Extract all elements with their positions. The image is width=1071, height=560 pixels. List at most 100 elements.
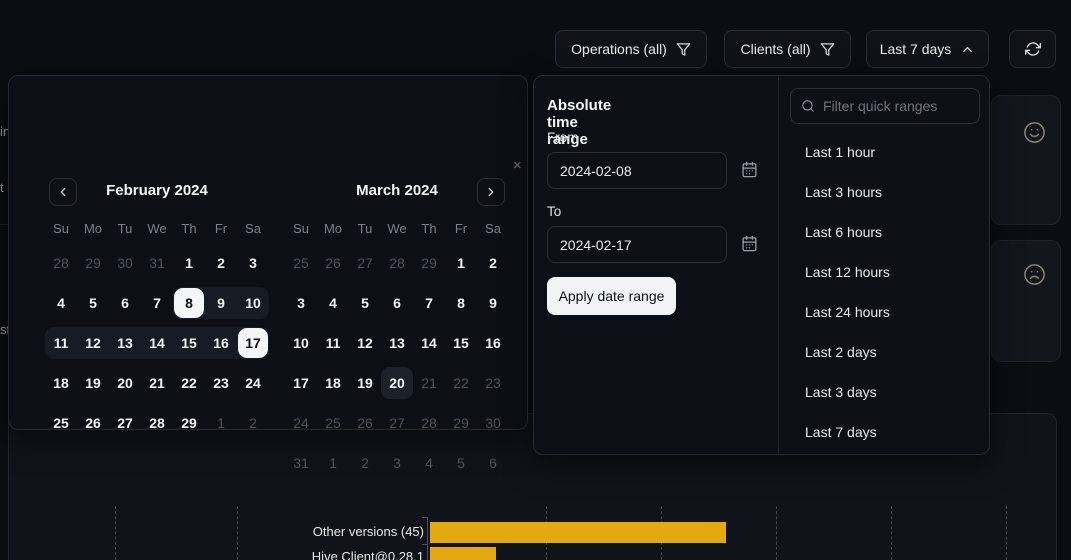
calendar-day[interactable]: 25 <box>45 407 77 439</box>
calendar-day[interactable]: 25 <box>285 247 317 279</box>
calendar-day[interactable]: 1 <box>445 247 477 279</box>
calendar-day[interactable]: 14 <box>141 327 173 359</box>
operations-filter-button[interactable]: Operations (all) <box>555 30 707 68</box>
quick-range-item[interactable]: Last 12 hours <box>805 264 890 280</box>
calendar-day[interactable]: 15 <box>445 327 477 359</box>
calendar-day[interactable]: 24 <box>285 407 317 439</box>
calendar-day[interactable]: 5 <box>77 287 109 319</box>
calendar-day[interactable]: 13 <box>109 327 141 359</box>
calendar-day[interactable]: 29 <box>413 247 445 279</box>
calendar-day[interactable]: 14 <box>413 327 445 359</box>
calendar-day[interactable]: 7 <box>141 287 173 319</box>
calendar-day[interactable]: 7 <box>413 287 445 319</box>
calendar-day[interactable]: 29 <box>77 247 109 279</box>
calendar-day[interactable]: 6 <box>109 287 141 319</box>
calendar-icon[interactable] <box>741 161 758 183</box>
calendar-day[interactable]: 18 <box>45 367 77 399</box>
calendar-day[interactable]: 21 <box>413 367 445 399</box>
calendar-day[interactable]: 12 <box>349 327 381 359</box>
calendar-day[interactable]: 6 <box>477 447 509 479</box>
to-date-input[interactable] <box>547 226 727 263</box>
calendar-day[interactable]: 16 <box>205 327 237 359</box>
calendar-day[interactable]: 1 <box>205 407 237 439</box>
calendar-day[interactable]: 16 <box>477 327 509 359</box>
quick-range-item[interactable]: Last 3 hours <box>805 184 883 200</box>
calendar-day[interactable]: 28 <box>381 247 413 279</box>
calendar-day[interactable]: 27 <box>381 407 413 439</box>
apply-date-range-button[interactable]: Apply date range <box>547 277 676 315</box>
quick-range-item[interactable]: Last 3 days <box>805 384 877 400</box>
calendar-day[interactable]: 2 <box>237 407 269 439</box>
calendar-day[interactable]: 3 <box>381 447 413 479</box>
calendar-day[interactable]: 5 <box>349 287 381 319</box>
calendar-day[interactable]: 15 <box>173 327 205 359</box>
calendar-day[interactable]: 23 <box>477 367 509 399</box>
calendar-day[interactable]: 23 <box>205 367 237 399</box>
from-date-input[interactable] <box>547 152 727 189</box>
calendar-day[interactable]: 8 <box>173 287 205 319</box>
time-range-button[interactable]: Last 7 days <box>866 30 989 68</box>
quick-range-item[interactable]: Last 1 hour <box>805 144 876 160</box>
calendar-day[interactable]: 10 <box>285 327 317 359</box>
calendar-day[interactable]: 31 <box>141 247 173 279</box>
bar-segment[interactable] <box>430 522 726 543</box>
calendar-day[interactable]: 20 <box>109 367 141 399</box>
calendar-day[interactable]: 4 <box>317 287 349 319</box>
calendar-day[interactable]: 9 <box>477 287 509 319</box>
calendar-day[interactable]: 17 <box>285 367 317 399</box>
quick-range-item[interactable]: Last 6 hours <box>805 224 883 240</box>
calendar-day[interactable]: 3 <box>237 247 269 279</box>
previous-month-button[interactable] <box>49 178 77 206</box>
calendar-day[interactable]: 25 <box>317 407 349 439</box>
calendar-day[interactable]: 26 <box>317 247 349 279</box>
calendar-day[interactable]: 22 <box>445 367 477 399</box>
calendar-day[interactable]: 29 <box>173 407 205 439</box>
calendar-day[interactable]: 30 <box>477 407 509 439</box>
calendar-day[interactable]: 2 <box>477 247 509 279</box>
calendar-day[interactable]: 19 <box>349 367 381 399</box>
calendar-day[interactable]: 13 <box>381 327 413 359</box>
calendar-day[interactable]: 9 <box>205 287 237 319</box>
calendar-day[interactable]: 26 <box>349 407 381 439</box>
calendar-icon[interactable] <box>741 235 758 257</box>
calendar-day[interactable]: 17 <box>237 327 269 359</box>
calendar-day[interactable]: 18 <box>317 367 349 399</box>
calendar-day[interactable]: 28 <box>141 407 173 439</box>
calendar-day[interactable]: 21 <box>141 367 173 399</box>
bar-segment[interactable] <box>430 547 496 560</box>
next-month-button[interactable] <box>477 178 505 206</box>
calendar-day[interactable]: 11 <box>317 327 349 359</box>
quick-range-filter-input[interactable] <box>823 98 963 114</box>
calendar-day[interactable]: 20 <box>381 367 413 399</box>
calendar-day[interactable]: 5 <box>445 447 477 479</box>
calendar-day[interactable]: 27 <box>109 407 141 439</box>
calendar-day[interactable]: 31 <box>285 447 317 479</box>
calendar-day[interactable]: 8 <box>445 287 477 319</box>
calendar-day[interactable]: 29 <box>445 407 477 439</box>
refresh-button[interactable] <box>1009 30 1056 68</box>
calendar-day[interactable]: 19 <box>77 367 109 399</box>
calendar-day[interactable]: 28 <box>413 407 445 439</box>
quick-range-item[interactable]: Last 7 days <box>805 424 877 440</box>
calendar-day[interactable]: 3 <box>285 287 317 319</box>
calendar-day[interactable]: 1 <box>173 247 205 279</box>
clients-filter-button[interactable]: Clients (all) <box>724 30 851 68</box>
calendar-day[interactable]: 10 <box>237 287 269 319</box>
calendar-day[interactable]: 28 <box>45 247 77 279</box>
calendar-day[interactable]: 12 <box>77 327 109 359</box>
calendar-day[interactable]: 30 <box>109 247 141 279</box>
calendar-day[interactable]: 1 <box>317 447 349 479</box>
close-icon[interactable]: × <box>513 157 522 174</box>
quick-range-item[interactable]: Last 2 days <box>805 344 877 360</box>
calendar-day[interactable]: 2 <box>349 447 381 479</box>
calendar-day[interactable]: 6 <box>381 287 413 319</box>
calendar-day[interactable]: 4 <box>45 287 77 319</box>
calendar-day[interactable]: 26 <box>77 407 109 439</box>
calendar-day[interactable]: 4 <box>413 447 445 479</box>
calendar-day[interactable]: 2 <box>205 247 237 279</box>
quick-range-item[interactable]: Last 24 hours <box>805 304 890 320</box>
calendar-day[interactable]: 22 <box>173 367 205 399</box>
calendar-day[interactable]: 24 <box>237 367 269 399</box>
calendar-day[interactable]: 11 <box>45 327 77 359</box>
calendar-day[interactable]: 27 <box>349 247 381 279</box>
